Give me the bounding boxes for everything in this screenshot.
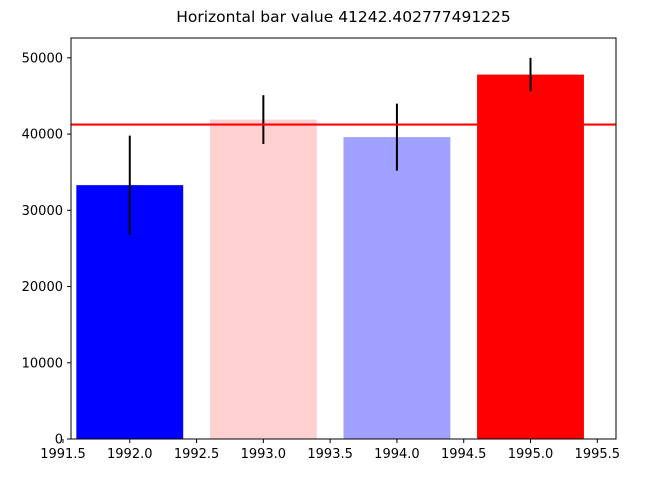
x-tick-label: 1994.0: [374, 447, 420, 462]
y-tick-label: 20000: [22, 280, 63, 295]
x-tick-label: 1993.0: [241, 447, 287, 462]
error-bars-group: [128, 57, 532, 235]
x-tick-label: 1995.0: [508, 447, 554, 462]
y-tick-label: 0: [55, 433, 63, 448]
y-tick-label: 40000: [22, 128, 63, 143]
y-tick-label: 30000: [22, 204, 63, 219]
x-tick-label: 1992.5: [174, 447, 220, 462]
bar-1: [209, 119, 317, 440]
bar-3: [477, 74, 584, 440]
x-tick-label: 1992.0: [107, 447, 153, 462]
x-axis-ticks: 1991.5 1992.0 1992.5 1993.0 1993.5 1994.0 1994…: [40, 439, 620, 462]
chart-title: Horizontal bar value 41242.402777491225: [176, 8, 511, 26]
bars-group: [76, 74, 584, 440]
x-tick-label: 1991.5: [40, 447, 86, 462]
x-tick-label: 1994.5: [441, 447, 487, 462]
plot-frame: [70, 37, 617, 440]
x-tick-label: 1995.5: [575, 447, 621, 462]
y-tick-label: 10000: [22, 356, 63, 371]
bar-2: [343, 137, 451, 440]
x-tick-label: 1993.5: [307, 447, 353, 462]
y-tick-label: 50000: [22, 51, 63, 66]
y-axis-ticks: 0 10000 20000 30000 40000 50000: [22, 51, 71, 448]
